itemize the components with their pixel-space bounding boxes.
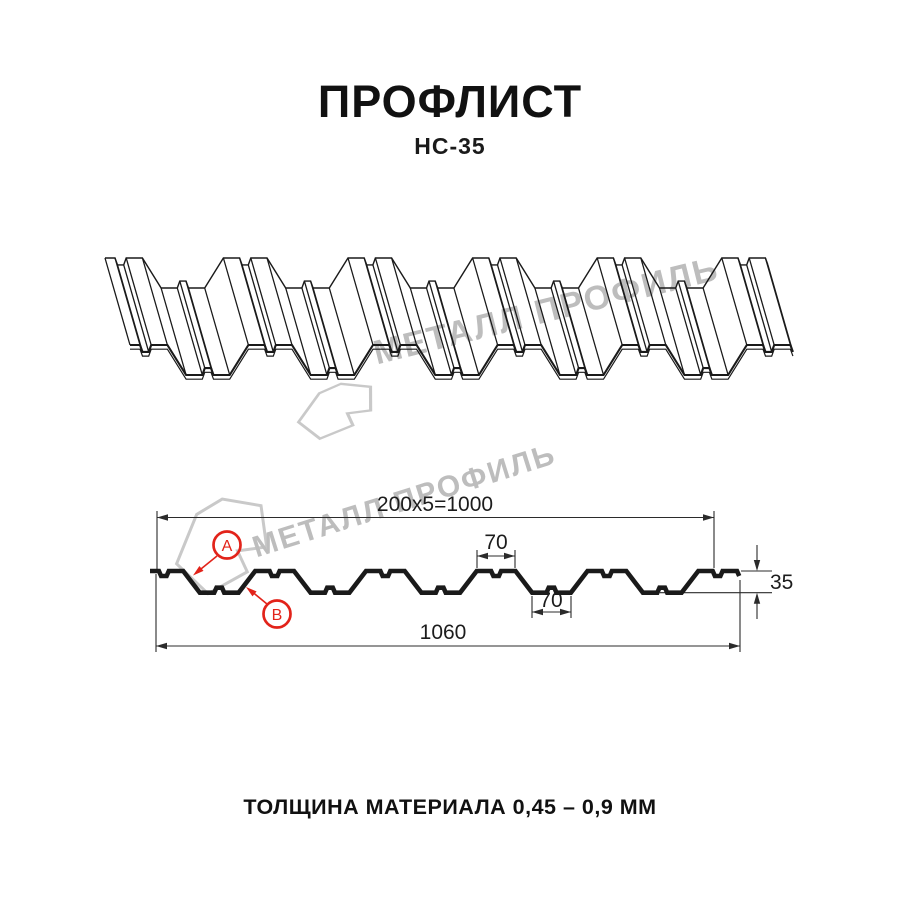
profile-sheet-3d-drawing — [104, 257, 794, 380]
dim-label-total-width: 1060 — [420, 621, 467, 644]
marker-b-label: B — [272, 607, 283, 624]
cross-section-diagram: 200x5=1000 70 70 35 1060 A B — [150, 493, 793, 652]
dim-label-valley-width: 70 — [539, 589, 562, 612]
dim-label-top-width: 200x5=1000 — [377, 493, 493, 516]
marker-a: A — [193, 530, 242, 576]
cross-section-profile — [150, 568, 742, 595]
profile-code: НС-35 — [414, 133, 486, 159]
marker-b: B — [246, 587, 292, 629]
marker-a-label: A — [222, 538, 233, 555]
dimension-lines — [155, 511, 772, 652]
brand-logo-outline-icon — [296, 382, 373, 441]
page-title: ПРОФЛИСТ — [317, 76, 583, 127]
dim-label-crest-width: 70 — [484, 531, 507, 554]
material-thickness-note: ТОЛЩИНА МАТЕРИАЛА 0,45 – 0,9 ММ — [243, 795, 657, 819]
dim-label-height: 35 — [770, 571, 793, 594]
